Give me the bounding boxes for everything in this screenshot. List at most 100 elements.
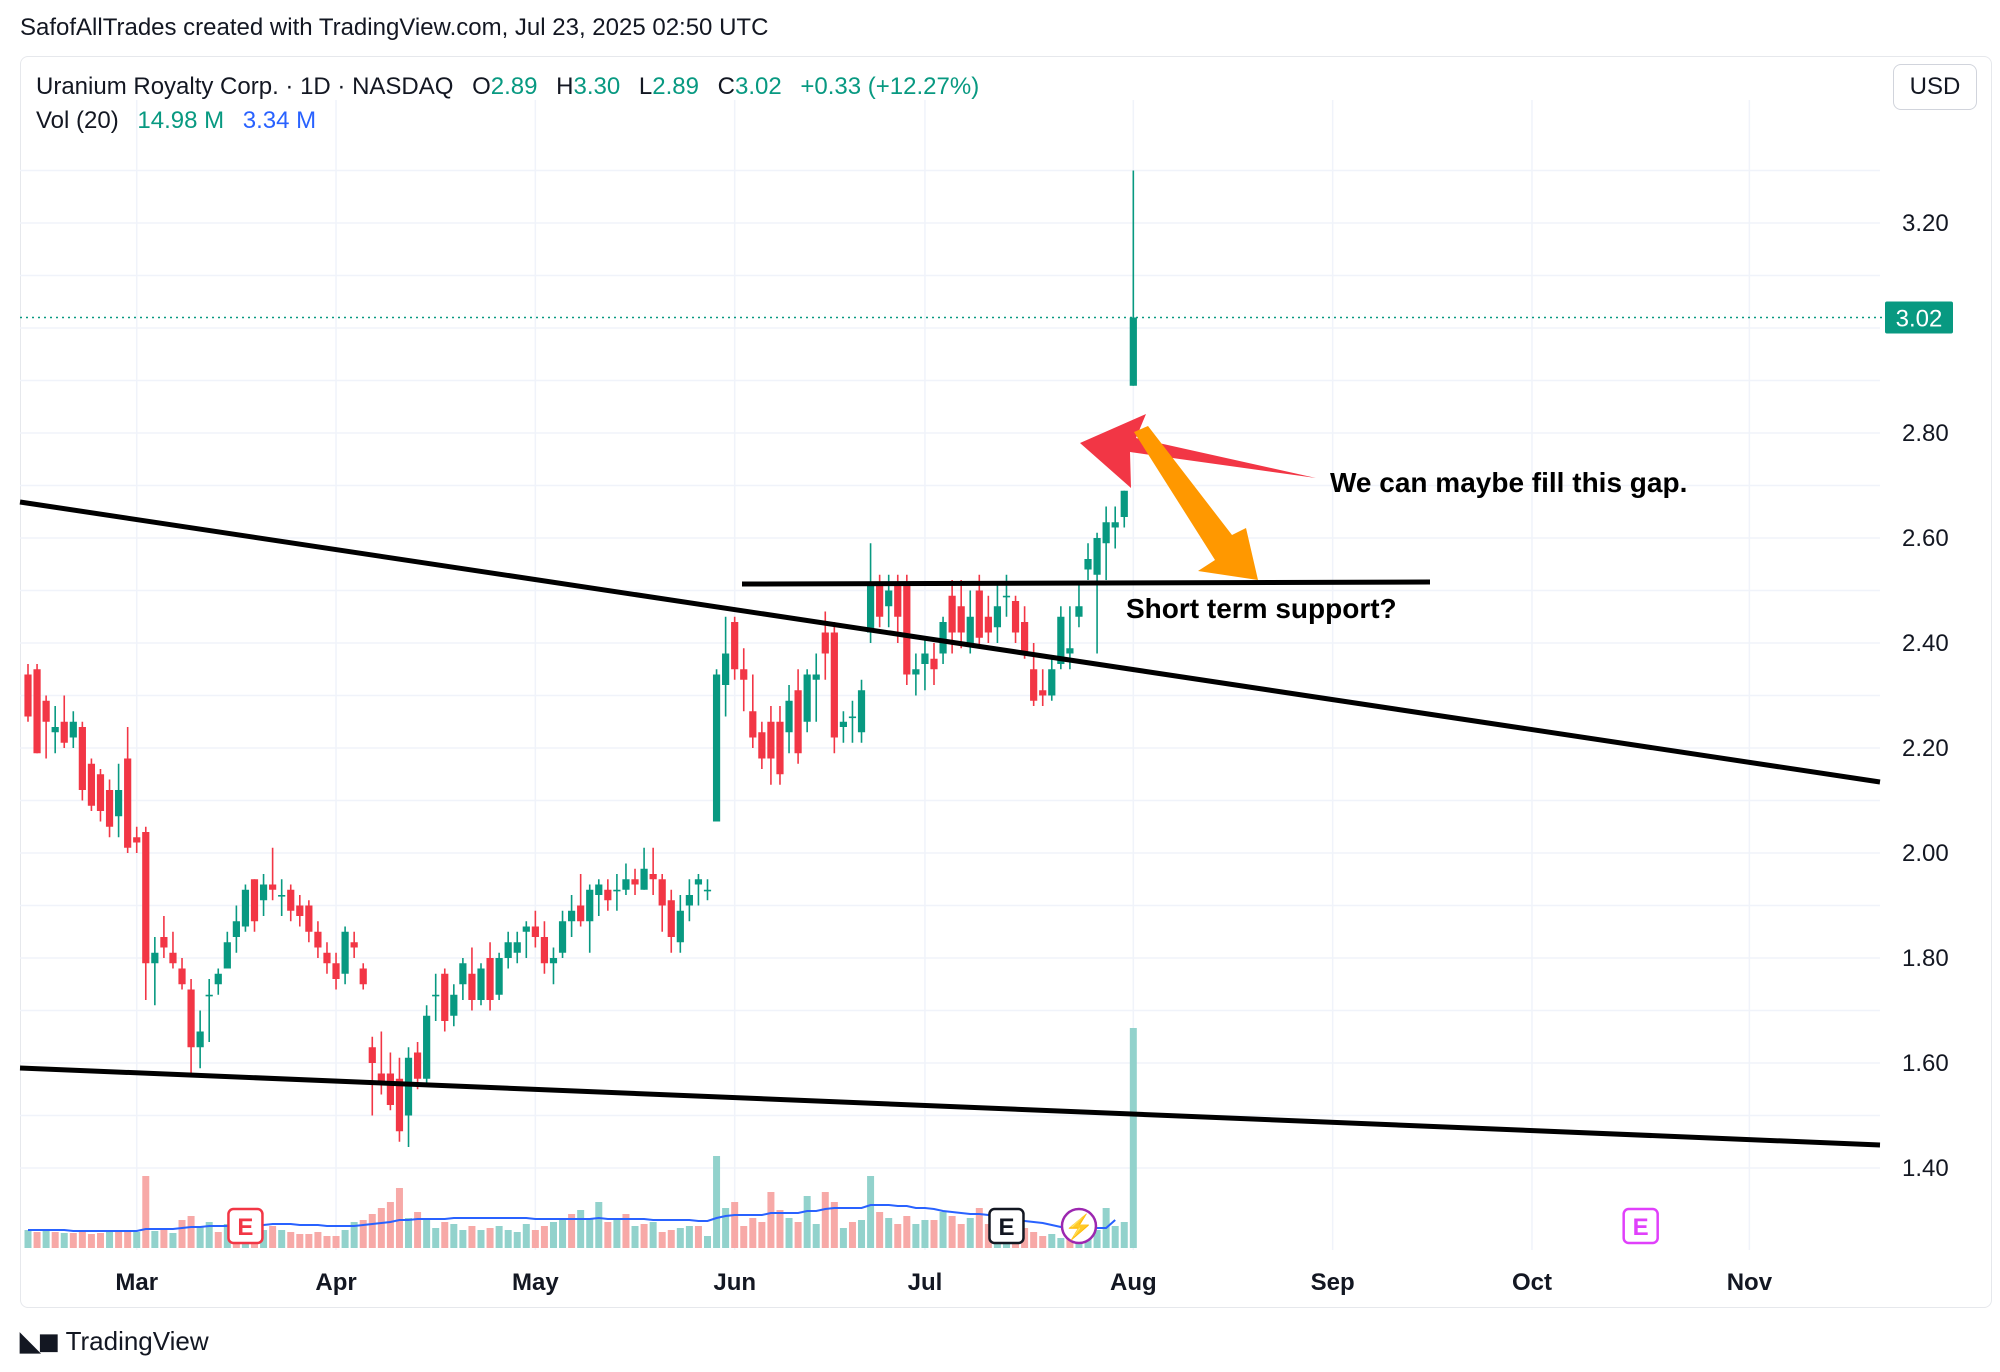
volume-bar (486, 1228, 494, 1248)
time-axis-label: Oct (1512, 1269, 1552, 1296)
upper-trendline (19, 499, 1881, 785)
volume-bar (124, 1231, 132, 1248)
volume-bar (305, 1234, 313, 1248)
candle-body (323, 952, 331, 964)
volume-bar (133, 1232, 141, 1248)
earnings-marker-icon (227, 1207, 264, 1245)
volume-bar (948, 1216, 956, 1248)
candle-body (885, 590, 893, 607)
volume-bar (848, 1222, 856, 1248)
candle-body (903, 585, 911, 675)
volume-bar (96, 1233, 104, 1248)
candle-body (296, 905, 304, 916)
volume-bar (1030, 1232, 1038, 1248)
volume-bar (758, 1222, 766, 1248)
volume-bar (586, 1218, 594, 1248)
high-value: 3.30 (573, 73, 621, 100)
volume-bar (912, 1224, 920, 1248)
open-label: O (472, 73, 491, 100)
volume-bar (658, 1232, 666, 1248)
volume-bar (368, 1214, 376, 1248)
candle-body (667, 900, 675, 937)
candle-body (386, 1073, 394, 1105)
candle-body (522, 926, 530, 932)
tradingview-logo[interactable]: ◣◼ TradingView (20, 1326, 209, 1357)
event-marker-label: E (1633, 1214, 1649, 1241)
volume-bar (858, 1220, 866, 1248)
candle-body (33, 669, 41, 754)
candle-body (640, 868, 648, 890)
red-arrow-icon (1080, 414, 1316, 488)
volume-bar (178, 1220, 186, 1248)
candle-body (1084, 559, 1092, 570)
volume-label[interactable]: Vol (20) (36, 107, 119, 134)
volume-bar (876, 1212, 884, 1248)
volume-bar (595, 1202, 603, 1248)
candle-body (876, 585, 884, 617)
candle-body (96, 774, 105, 811)
candle-body (151, 952, 159, 964)
volume-bar (42, 1230, 50, 1248)
volume-bar (323, 1236, 331, 1248)
symbol-label[interactable]: Uranium Royalty Corp. · 1D · NASDAQ (36, 73, 454, 100)
candle-body (133, 837, 141, 843)
candle-body (685, 895, 693, 906)
volume-bar (115, 1232, 123, 1248)
volume-bar (812, 1224, 820, 1248)
price-axis-label: 2.20 (1902, 735, 1949, 762)
volume-bar (821, 1192, 829, 1248)
volume-bar (423, 1220, 431, 1248)
currency-button[interactable]: USD (1893, 64, 1977, 110)
support-annotation[interactable]: Short term support? (1126, 593, 1397, 624)
candle-body (975, 590, 983, 638)
candle-body (1021, 622, 1029, 654)
event-marker-label: E (998, 1214, 1014, 1241)
volume-bar (341, 1230, 349, 1248)
candle-body (1120, 490, 1128, 517)
volume-bar (395, 1188, 403, 1248)
candle-body (604, 889, 612, 901)
gap-annotation[interactable]: We can maybe fill this gap. (1330, 467, 1688, 498)
support-line (741, 579, 1431, 587)
volume-bar (214, 1232, 222, 1248)
time-axis-label: Jun (713, 1269, 756, 1296)
candle-body (413, 1052, 422, 1079)
volume-bar (24, 1230, 32, 1248)
volume-bar (568, 1214, 576, 1248)
volume-bar (142, 1176, 150, 1248)
close-value: 3.02 (735, 73, 782, 100)
time-axis-label: Apr (315, 1269, 356, 1296)
volume-bar (722, 1208, 730, 1248)
open-value: 2.89 (490, 73, 538, 100)
candle-body (1066, 648, 1074, 654)
candle-body (441, 973, 449, 1021)
candle-body (948, 595, 956, 633)
candle-body (568, 910, 576, 922)
last-price-tag (1885, 301, 1953, 334)
volume-bar (269, 1226, 277, 1248)
candle-body (477, 968, 485, 1000)
volume-bar (704, 1236, 711, 1248)
dividend-marker-icon (1060, 1207, 1098, 1245)
candle-body (332, 963, 340, 979)
time-axis-label: May (512, 1269, 559, 1296)
volume-bar (151, 1231, 159, 1248)
candle-body (966, 616, 974, 643)
candle-body (549, 958, 558, 964)
volume-bar (867, 1176, 875, 1248)
volume-bar (1120, 1222, 1128, 1248)
volume-bar (1066, 1236, 1074, 1248)
volume-value: 14.98 M (137, 107, 225, 134)
candle-body (866, 585, 875, 633)
candle-body (848, 716, 857, 719)
candle-body (486, 958, 494, 1000)
volume-bar (1093, 1230, 1101, 1248)
volume-bar (622, 1214, 630, 1248)
volume-bar (106, 1230, 114, 1248)
candle-body (830, 632, 838, 738)
candle-body (232, 921, 240, 937)
candle-body (1048, 669, 1056, 696)
volume-bar (405, 1218, 413, 1248)
last-price-tag-label: 3.02 (1896, 306, 1943, 333)
